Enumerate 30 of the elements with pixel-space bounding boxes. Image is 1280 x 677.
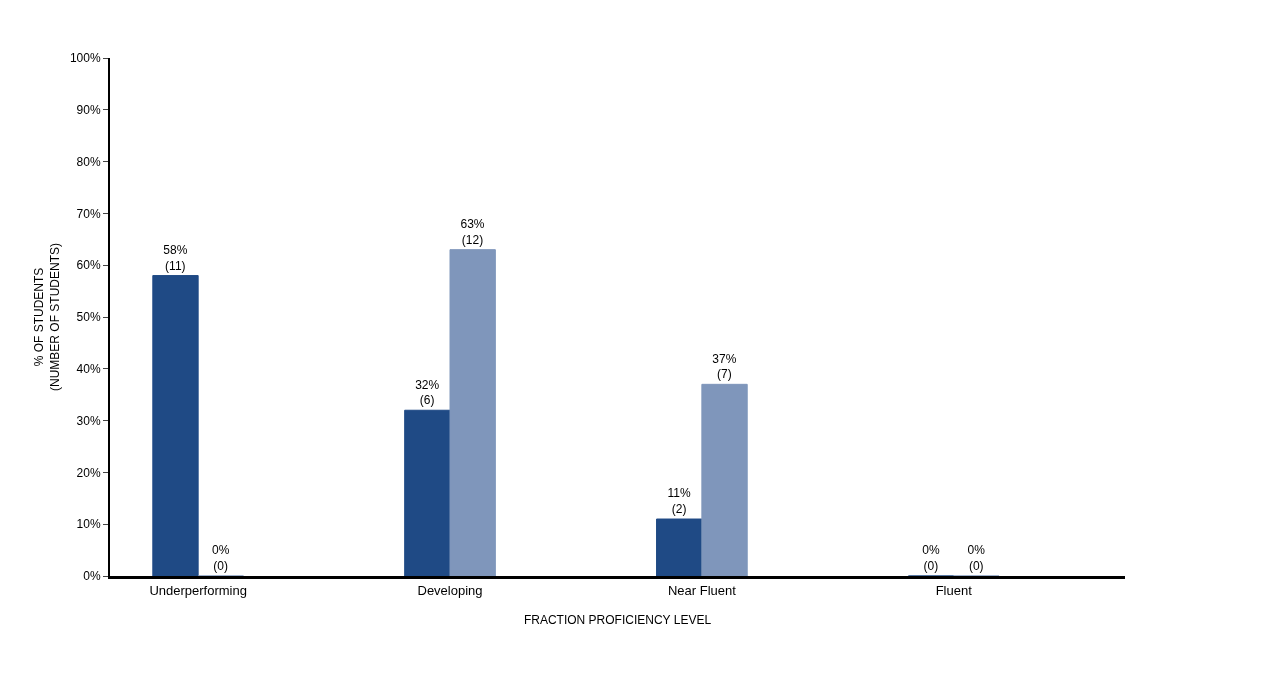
- data-label: 32% (6): [415, 377, 440, 408]
- y-axis-title: % OF STUDENTS (NUMBER OF STUDENTS): [32, 243, 62, 391]
- y-tick-label: 70%: [76, 206, 101, 221]
- y-tick-label: 60%: [76, 258, 101, 273]
- y-tick-label: 50%: [76, 310, 101, 325]
- x-tick-label: Fluent: [935, 582, 973, 598]
- bar: [449, 249, 496, 576]
- x-tick-label: Near Fluent: [667, 582, 737, 598]
- bar: [701, 383, 748, 576]
- y-tick-label: 90%: [76, 103, 101, 117]
- bar: [152, 275, 199, 576]
- y-tick-label: 30%: [76, 413, 101, 428]
- bar: [656, 518, 703, 576]
- y-tick-label: 80%: [76, 154, 101, 169]
- data-label: 0% (0): [211, 543, 230, 573]
- data-label: 0% (0): [922, 543, 940, 573]
- y-tick-label: 0%: [83, 569, 101, 584]
- data-label: 58% (11): [163, 242, 188, 273]
- bar: [404, 409, 451, 576]
- data-label: 11% (2): [667, 486, 691, 517]
- data-label: 37% (7): [712, 351, 737, 382]
- y-tick-label: 40%: [76, 362, 101, 376]
- data-label: 63% (12): [460, 217, 485, 247]
- x-tick-label: Developing: [417, 582, 483, 598]
- x-tick-label: Underperforming: [149, 582, 247, 598]
- x-axis-title: FRACTION PROFICIENCY LEVEL: [523, 613, 712, 628]
- y-tick-label: 20%: [76, 465, 101, 480]
- y-tick-label: 100%: [69, 51, 101, 66]
- data-label: 0% (0): [967, 543, 986, 573]
- y-tick-label: 10%: [76, 517, 101, 532]
